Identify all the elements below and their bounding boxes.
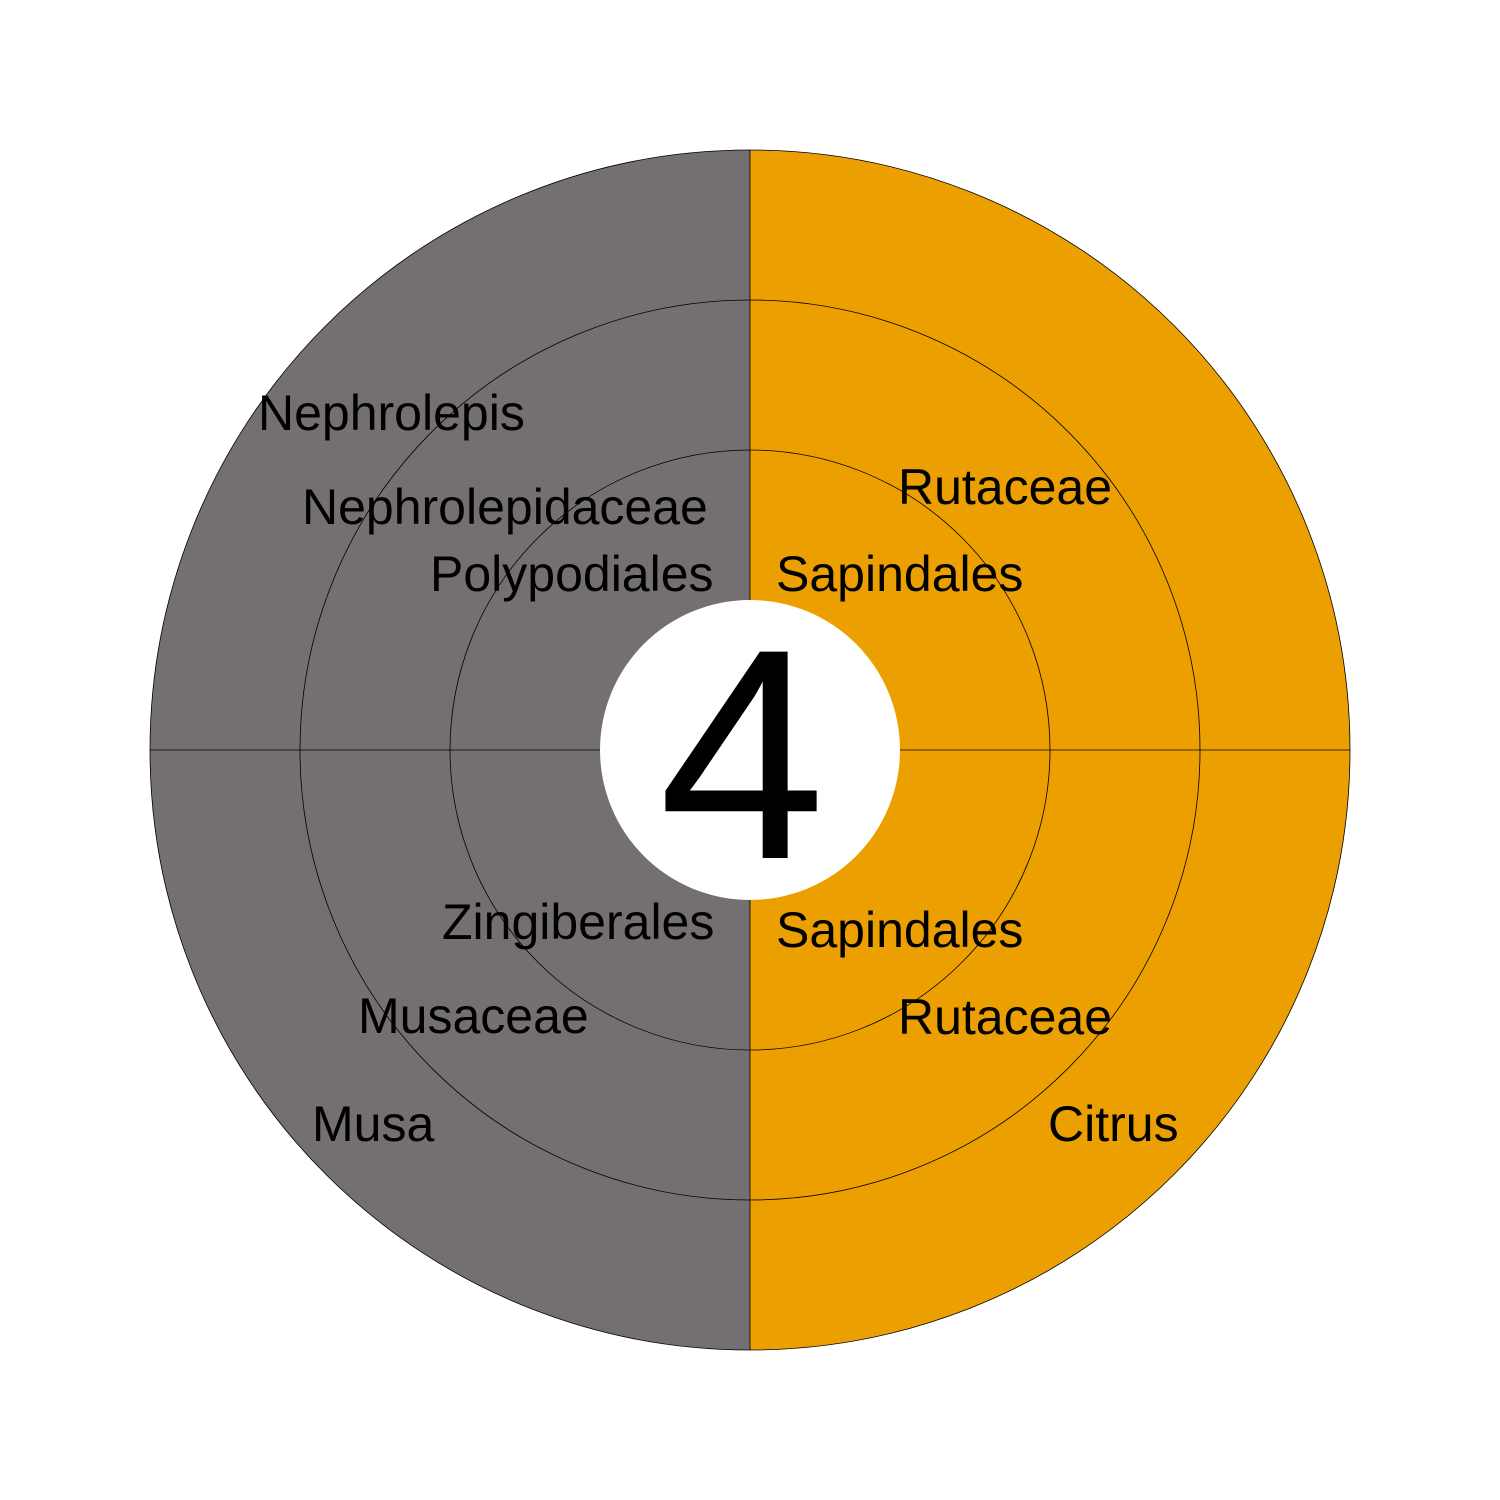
label-bottom-right-middle: Rutaceae <box>898 989 1112 1045</box>
label-top-right-inner: Sapindales <box>776 546 1023 602</box>
label-bottom-right-inner: Sapindales <box>776 902 1023 958</box>
label-bottom-right-outer: Citrus <box>1048 1096 1179 1152</box>
label-top-left-middle: Nephrolepidaceae <box>302 479 708 535</box>
label-top-left-outer: Nephrolepis <box>258 385 525 441</box>
label-bottom-left-inner: Zingiberales <box>442 894 714 950</box>
label-top-left-inner: Polypodiales <box>430 546 714 602</box>
center-circle <box>600 600 900 900</box>
label-bottom-left-middle: Musaceae <box>358 988 589 1044</box>
center-number: 4 <box>659 586 826 922</box>
label-bottom-left-outer: Musa <box>312 1096 434 1152</box>
label-top-right-middle: Rutaceae <box>898 459 1112 515</box>
